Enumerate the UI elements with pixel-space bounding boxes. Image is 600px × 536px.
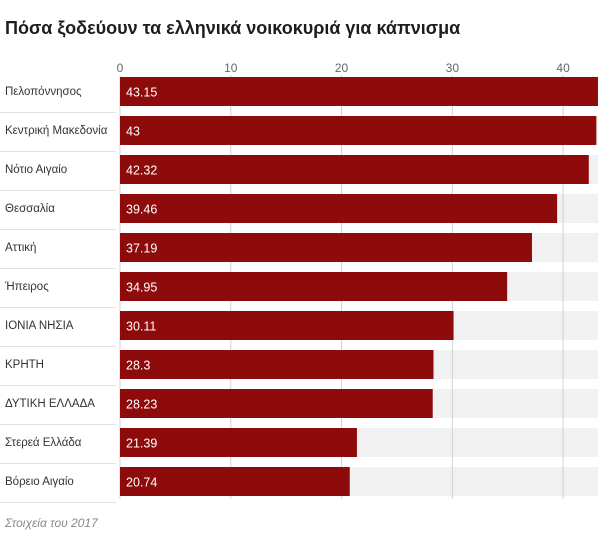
bar-6 xyxy=(120,311,454,340)
bar-7 xyxy=(120,350,434,379)
row-separators xyxy=(0,112,116,503)
category-label: Βόρειο Αιγαίο xyxy=(5,476,74,488)
bar-4 xyxy=(120,233,532,262)
value-label: 39.46 xyxy=(126,203,157,217)
bars xyxy=(120,77,598,496)
value-label: 20.74 xyxy=(126,476,157,490)
value-label: 28.23 xyxy=(126,398,157,412)
chart-title: Πόσα ξοδεύουν τα ελληνικά νοικοκυριά για… xyxy=(5,18,460,39)
value-label: 30.11 xyxy=(126,320,156,334)
category-label: ΔΥΤΙΚΗ ΕΛΛΑΔΑ xyxy=(5,398,95,410)
x-tick-label: 40 xyxy=(556,61,570,75)
x-tick-label: 10 xyxy=(224,61,238,75)
x-tick-label: 0 xyxy=(117,61,124,75)
source-note: Στοιχεία του 2017 xyxy=(4,516,99,530)
bar-8 xyxy=(120,389,433,418)
bar-10 xyxy=(120,467,350,496)
category-label: Νότιο Αιγαίο xyxy=(5,164,67,176)
x-tick-label: 20 xyxy=(335,61,349,75)
value-label: 34.95 xyxy=(126,281,157,295)
category-label: Πελοπόννησος xyxy=(5,86,82,98)
category-label: Κεντρική Μακεδονία xyxy=(5,125,108,137)
bar-0 xyxy=(120,77,598,106)
bar-9 xyxy=(120,428,357,457)
value-label: 28.3 xyxy=(126,359,150,373)
category-label: Στερεά Ελλάδα xyxy=(5,437,82,449)
bar-2 xyxy=(120,155,589,184)
category-labels: Πελοπόννησος Κεντρική Μακεδονία Νότιο Αιγα… xyxy=(4,86,108,488)
category-label: ΙΟΝΙΑ ΝΗΣΙΑ xyxy=(5,320,74,332)
bar-5 xyxy=(120,272,508,301)
value-label: 43.15 xyxy=(126,86,157,100)
category-label: Θεσσαλία xyxy=(5,203,55,215)
bar-1 xyxy=(120,116,597,145)
value-label: 21.39 xyxy=(126,437,157,451)
category-label: ΚΡΗΤΗ xyxy=(5,359,44,371)
value-label: 42.32 xyxy=(126,164,157,178)
value-label: 43 xyxy=(126,125,140,139)
value-label: 37.19 xyxy=(126,242,157,256)
category-label: Αττική xyxy=(5,242,36,254)
category-label: Ήπειρος xyxy=(4,281,49,293)
x-tick-label: 30 xyxy=(446,61,460,75)
value-labels: 43.15 43 42.32 39.46 37.19 34.95 30.11 28.3 28.2… xyxy=(126,86,157,490)
bar-3 xyxy=(120,194,558,223)
x-axis-ticks: 0 10 20 30 40 xyxy=(117,61,570,75)
